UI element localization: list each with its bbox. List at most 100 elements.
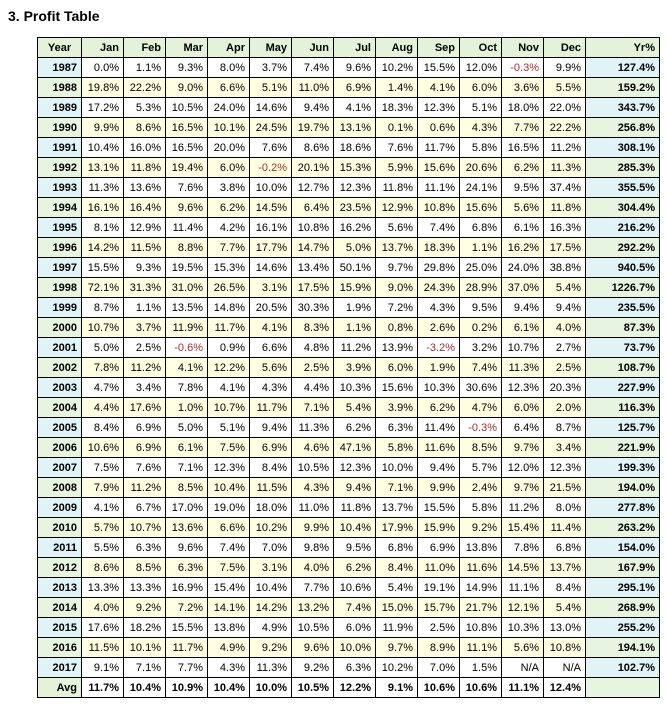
- month-value-cell: 11.4%: [165, 217, 208, 238]
- month-value-cell: 12.3%: [543, 457, 586, 478]
- month-value-cell: 7.7%: [291, 577, 334, 598]
- month-value-cell: 13.8%: [207, 617, 250, 638]
- year-total-cell: 308.1%: [585, 137, 660, 158]
- month-value-cell: 15.9%: [417, 517, 460, 538]
- month-value-cell: 0.1%: [375, 117, 418, 138]
- month-value-cell: 37.4%: [543, 177, 586, 198]
- month-value-cell: 7.1%: [165, 457, 208, 478]
- month-value-cell: 11.1%: [459, 637, 502, 658]
- month-value-cell: 0.9%: [207, 337, 250, 358]
- year-cell: 1998: [37, 277, 82, 298]
- year-total-cell: 227.9%: [585, 377, 660, 398]
- month-value-cell: 11.8%: [123, 157, 166, 178]
- month-value-cell: 7.2%: [165, 597, 208, 618]
- month-value-cell: 6.9%: [417, 537, 460, 558]
- month-value-cell: 13.1%: [333, 117, 376, 138]
- average-year-total-cell: [585, 677, 660, 698]
- month-value-cell: 11.9%: [165, 317, 208, 338]
- month-value-cell: 13.8%: [459, 537, 502, 558]
- year-cell: 1993: [37, 177, 82, 198]
- month-value-cell: 9.5%: [501, 177, 544, 198]
- month-value-cell: 1.9%: [333, 297, 376, 318]
- month-value-cell: 8.6%: [123, 117, 166, 138]
- month-value-cell: 11.3%: [291, 417, 334, 438]
- year-cell: 2007: [37, 457, 82, 478]
- month-value-cell: 72.1%: [81, 277, 124, 298]
- table-row-2011: 2011 5.5% 6.3% 9.6% 7.4% 7.0% 9.8% 9.5% 6.8% 6.9%…: [37, 537, 660, 558]
- month-value-cell: 7.2%: [375, 297, 418, 318]
- month-value-cell: 11.7%: [249, 397, 292, 418]
- month-value-cell: 17.9%: [375, 517, 418, 538]
- month-value-cell: 16.0%: [123, 137, 166, 158]
- month-value-cell: 31.3%: [123, 277, 166, 298]
- year-total-cell: 199.3%: [585, 457, 660, 478]
- month-value-cell: 15.3%: [333, 157, 376, 178]
- table-row-2006: 2006 10.6% 6.9% 6.1% 7.5% 6.9% 4.6% 47.1% 5.8% 11…: [37, 437, 660, 458]
- month-value-cell: 4.2%: [207, 217, 250, 238]
- column-header-sep: Sep: [417, 37, 460, 58]
- month-value-cell: 16.2%: [333, 217, 376, 238]
- month-value-cell: 9.4%: [249, 417, 292, 438]
- month-value-cell: 11.2%: [501, 497, 544, 518]
- year-cell: 1997: [37, 257, 82, 278]
- month-value-cell: 2.5%: [291, 357, 334, 378]
- month-value-cell: 4.4%: [291, 377, 334, 398]
- month-value-cell: 13.6%: [123, 177, 166, 198]
- column-header-dec: Dec: [543, 37, 586, 58]
- month-value-cell: 2.5%: [417, 617, 460, 638]
- month-value-cell: 11.3%: [543, 157, 586, 178]
- month-value-cell: 10.0%: [375, 457, 418, 478]
- month-value-cell: 10.7%: [501, 337, 544, 358]
- month-value-cell: 15.5%: [417, 57, 460, 78]
- month-value-cell: 9.7%: [501, 437, 544, 458]
- month-value-cell: 3.1%: [249, 277, 292, 298]
- month-value-cell: 14.1%: [207, 597, 250, 618]
- average-label: Avg: [37, 677, 82, 698]
- month-value-cell: 31.0%: [165, 277, 208, 298]
- table-row-1996: 1996 14.2% 11.5% 8.8% 7.7% 17.7% 14.7% 5.0% 13.7…: [37, 237, 660, 258]
- month-value-cell: 9.7%: [501, 477, 544, 498]
- month-value-cell: 3.9%: [333, 357, 376, 378]
- month-value-cell: 9.2%: [291, 657, 334, 678]
- month-value-cell: 7.6%: [123, 457, 166, 478]
- month-value-cell: 4.9%: [207, 637, 250, 658]
- month-value-cell: 3.6%: [501, 77, 544, 98]
- month-value-cell: 11.5%: [81, 637, 124, 658]
- month-value-cell: 15.4%: [207, 577, 250, 598]
- month-value-cell: 9.2%: [459, 517, 502, 538]
- month-value-cell: 10.2%: [375, 57, 418, 78]
- month-value-cell: 4.0%: [543, 317, 586, 338]
- month-value-cell: 4.7%: [459, 397, 502, 418]
- month-value-cell: 6.9%: [123, 417, 166, 438]
- month-value-cell: 22.2%: [123, 77, 166, 98]
- month-value-cell: 6.3%: [123, 537, 166, 558]
- month-value-cell: 25.0%: [459, 257, 502, 278]
- month-value-cell: 11.2%: [333, 337, 376, 358]
- month-value-cell: 8.5%: [165, 477, 208, 498]
- month-value-cell: 16.5%: [501, 137, 544, 158]
- month-value-cell: 6.2%: [207, 197, 250, 218]
- month-value-cell: 8.7%: [543, 417, 586, 438]
- month-value-cell: 12.2%: [207, 357, 250, 378]
- month-value-cell: N/A: [501, 657, 544, 678]
- month-value-cell: 8.4%: [81, 417, 124, 438]
- year-cell: 2012: [37, 557, 82, 578]
- table-row-1993: 1993 11.3% 13.6% 7.6% 3.8% 10.0% 12.7% 12.3% 11.…: [37, 177, 660, 198]
- month-value-cell: 11.7%: [165, 637, 208, 658]
- year-total-cell: 127.4%: [585, 57, 660, 78]
- column-header-jun: Jun: [291, 37, 334, 58]
- month-value-cell: 5.9%: [375, 157, 418, 178]
- year-cell: 2006: [37, 437, 82, 458]
- year-total-cell: 221.9%: [585, 437, 660, 458]
- month-value-cell: 5.8%: [459, 137, 502, 158]
- month-value-cell: 9.4%: [417, 457, 460, 478]
- year-total-cell: 167.9%: [585, 557, 660, 578]
- year-cell: 2010: [37, 517, 82, 538]
- year-total-cell: 295.1%: [585, 577, 660, 598]
- year-total-cell: 73.7%: [585, 337, 660, 358]
- month-value-cell: 10.2%: [375, 657, 418, 678]
- month-value-cell: 13.9%: [375, 337, 418, 358]
- month-value-cell: 6.0%: [459, 77, 502, 98]
- year-total-cell: 116.3%: [585, 397, 660, 418]
- year-cell: 2003: [37, 377, 82, 398]
